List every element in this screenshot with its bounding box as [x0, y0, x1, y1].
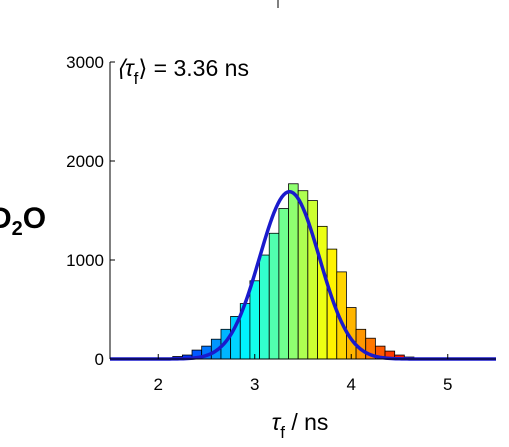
x-tick-label: 5: [443, 375, 452, 394]
x-tick-label: 2: [154, 375, 163, 394]
mean-lifetime-annotation: ⟨τf⟩ = 3.36 ns: [116, 55, 249, 88]
y-ticks: 0 1000 2000 3000: [66, 53, 115, 369]
y-tick-label: 3000: [66, 53, 104, 72]
histogram-bar: [259, 254, 270, 360]
histogram-bar: [317, 225, 328, 360]
histogram-bar: [288, 183, 299, 360]
histogram-bar: [249, 280, 260, 360]
x-ticks: 2 3 4 5: [154, 354, 452, 394]
y-tick-label: 2000: [66, 152, 104, 171]
panel-label: D2O: [0, 202, 46, 240]
x-tick-label: 4: [347, 375, 356, 394]
x-tick-label: 3: [250, 375, 259, 394]
axes: [109, 62, 496, 360]
histogram-bar: [268, 232, 280, 360]
histogram-bars: [162, 183, 415, 360]
y-tick-label: 1000: [66, 251, 104, 270]
x-axis-title: τf / ns: [272, 409, 329, 442]
y-tick-label: 0: [95, 350, 104, 369]
histogram-bar: [278, 208, 289, 360]
